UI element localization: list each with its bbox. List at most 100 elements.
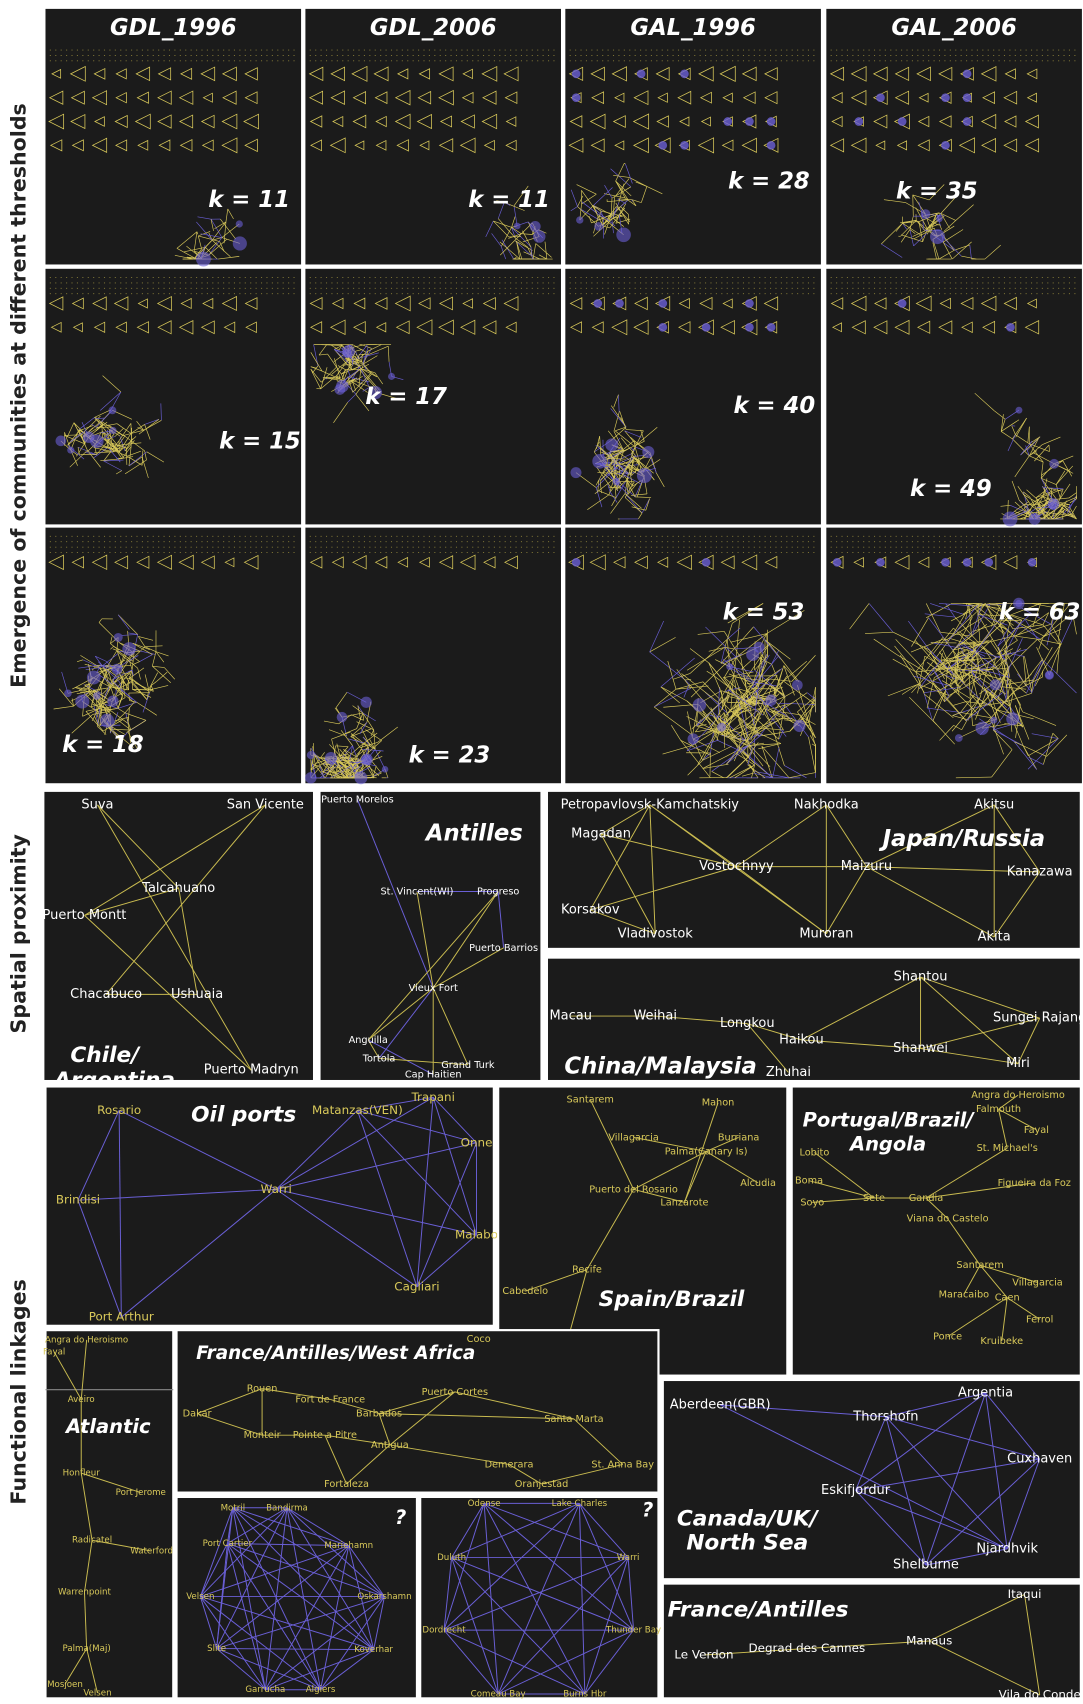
network-edge — [208, 238, 228, 256]
network-edge — [985, 604, 1006, 634]
column-header: GDL_1996 — [110, 15, 237, 41]
network-edge — [357, 705, 364, 714]
network-edge — [1014, 705, 1030, 740]
network-edge — [351, 375, 363, 384]
network-edge — [124, 701, 136, 714]
network-edge — [378, 393, 399, 400]
network-edge — [600, 448, 623, 456]
cluster — [636, 468, 652, 484]
network-edge — [347, 360, 363, 364]
network-edge — [745, 704, 766, 743]
network-edge — [1028, 738, 1059, 757]
network-edge — [607, 199, 629, 202]
edge — [589, 1099, 634, 1190]
network-edge — [504, 202, 511, 206]
edge — [683, 1102, 719, 1203]
edge — [105, 804, 266, 995]
network-edge — [985, 604, 1022, 621]
network-edge — [709, 696, 729, 730]
edge — [216, 1596, 385, 1650]
network-edge — [902, 223, 907, 230]
network-edge — [1062, 514, 1074, 518]
network-edge — [617, 463, 629, 482]
cluster — [113, 632, 123, 642]
network-edge — [634, 446, 640, 462]
network-edge — [747, 764, 766, 779]
glyph — [459, 554, 476, 571]
network-edge — [999, 651, 1009, 680]
network-edge — [1029, 444, 1043, 457]
edge — [216, 1507, 288, 1649]
edge — [232, 1507, 266, 1690]
network-edge — [1034, 444, 1050, 462]
glyph — [916, 320, 931, 334]
network-edge — [516, 241, 521, 260]
cluster — [989, 679, 1002, 691]
edge — [84, 887, 179, 916]
glyph — [221, 113, 238, 130]
glyph — [375, 115, 387, 128]
network-edge — [1067, 512, 1074, 518]
node-label: Puerto Barrios — [469, 943, 538, 954]
glyph — [48, 296, 64, 311]
glyph-node — [745, 117, 754, 126]
network-edge — [613, 466, 629, 475]
glyph — [71, 297, 84, 310]
network-edge — [1046, 618, 1054, 646]
cluster — [513, 222, 521, 230]
network-edge — [610, 198, 613, 215]
node-label: Boma — [795, 1176, 823, 1187]
edge — [443, 1557, 453, 1631]
network-edge — [626, 479, 629, 495]
node-label: Nakhodka — [794, 797, 859, 812]
network-edge — [773, 675, 788, 695]
network-edge — [310, 366, 317, 369]
network-edge — [1052, 507, 1064, 520]
network-edge — [310, 759, 312, 774]
network-edge — [612, 202, 620, 219]
glyph-node — [941, 93, 950, 103]
glyph-node — [766, 322, 776, 332]
network-edge — [610, 405, 627, 428]
network-edge — [1037, 638, 1062, 645]
glyph — [831, 92, 843, 104]
network-edge — [684, 679, 690, 685]
network-edge — [951, 616, 984, 638]
network-edge — [595, 467, 606, 486]
network-edge — [726, 726, 760, 765]
edge — [356, 1110, 418, 1287]
network-edge — [544, 241, 548, 260]
glyph-node — [658, 299, 668, 308]
network-edge — [624, 430, 642, 438]
glyph — [590, 66, 605, 82]
glyph — [1003, 138, 1018, 153]
edge — [199, 1596, 266, 1690]
network-edge — [219, 241, 225, 252]
network-edge — [103, 460, 122, 471]
node-label: Mariehamn — [324, 1541, 373, 1551]
network-edge — [614, 430, 636, 448]
node-label: Puerto del Rosario — [589, 1184, 678, 1195]
node-label: Palma(Maj) — [63, 1644, 111, 1654]
network-edge — [991, 749, 1013, 778]
edge — [367, 1039, 380, 1059]
network-edge — [99, 704, 104, 708]
glyph — [982, 320, 996, 334]
network-edge — [1023, 656, 1027, 687]
cluster — [368, 386, 383, 400]
edge — [483, 1502, 629, 1559]
panel-background — [42, 789, 316, 1083]
network-edge — [730, 679, 734, 708]
network-edge — [968, 662, 989, 670]
network-edge — [615, 202, 629, 225]
edge — [232, 1507, 385, 1597]
network-edge — [616, 460, 630, 467]
network-edge — [594, 478, 615, 494]
node-label: Soyo — [800, 1197, 824, 1208]
network-edge — [1043, 603, 1071, 637]
cluster — [360, 696, 372, 708]
node-label: Degrad des Cannes — [748, 1641, 865, 1655]
network-edge — [730, 707, 752, 719]
network-edge — [176, 248, 197, 260]
